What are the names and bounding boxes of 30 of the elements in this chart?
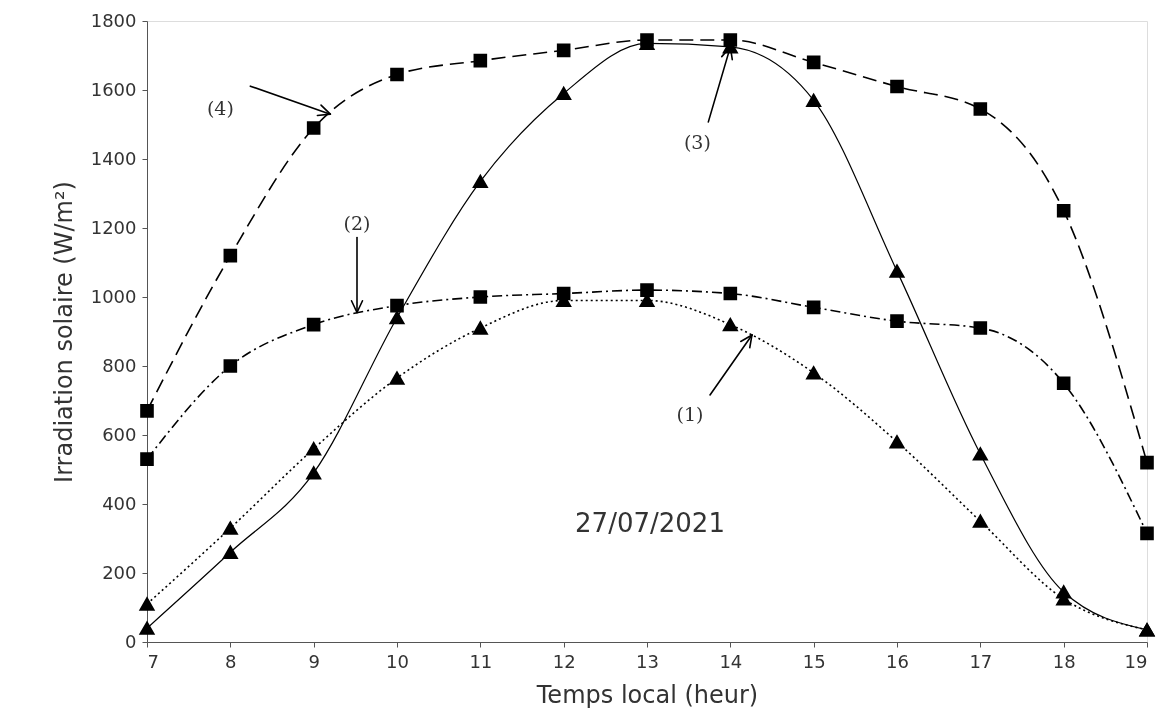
x-tick-label: 8 xyxy=(225,650,237,672)
annotation: (3) xyxy=(683,130,711,153)
x-tick-label: 18 xyxy=(1052,650,1076,672)
x-axis-title: Temps local (heur) xyxy=(535,680,759,709)
y-tick-label: 1200 xyxy=(90,216,137,238)
x-tick-label: 15 xyxy=(802,650,826,672)
annotation: 27/07/2021 xyxy=(575,508,725,539)
x-tick-label: 16 xyxy=(886,650,909,672)
y-tick-label: 1600 xyxy=(90,78,137,100)
y-tick-label: 600 xyxy=(102,423,137,445)
x-tick-label: 13 xyxy=(636,650,659,672)
annotation: (2) xyxy=(343,211,371,234)
y-tick-label: 1000 xyxy=(90,285,137,307)
x-tick-label: 7 xyxy=(147,650,159,672)
x-tick-label: 11 xyxy=(469,650,493,672)
y-axis-title: Irradiation solaire (W/m²) xyxy=(49,181,78,483)
x-tick-label: 14 xyxy=(719,650,743,672)
y-tick-label: 1400 xyxy=(90,147,137,169)
x-tick-label: 10 xyxy=(386,650,409,672)
x-tick-label: 9 xyxy=(308,650,320,672)
y-tick-label: 0 xyxy=(125,630,137,652)
y-tick-label: 800 xyxy=(102,354,137,376)
x-tick-label: 17 xyxy=(969,650,993,672)
x-tick-label: 19 xyxy=(1124,650,1148,672)
y-tick-label: 200 xyxy=(102,561,137,583)
x-tick-label: 12 xyxy=(552,650,576,672)
annotation: (4) xyxy=(206,97,234,120)
y-tick-label: 1800 xyxy=(90,9,137,31)
annotation: (1) xyxy=(676,402,704,425)
y-tick-label: 400 xyxy=(102,492,137,514)
